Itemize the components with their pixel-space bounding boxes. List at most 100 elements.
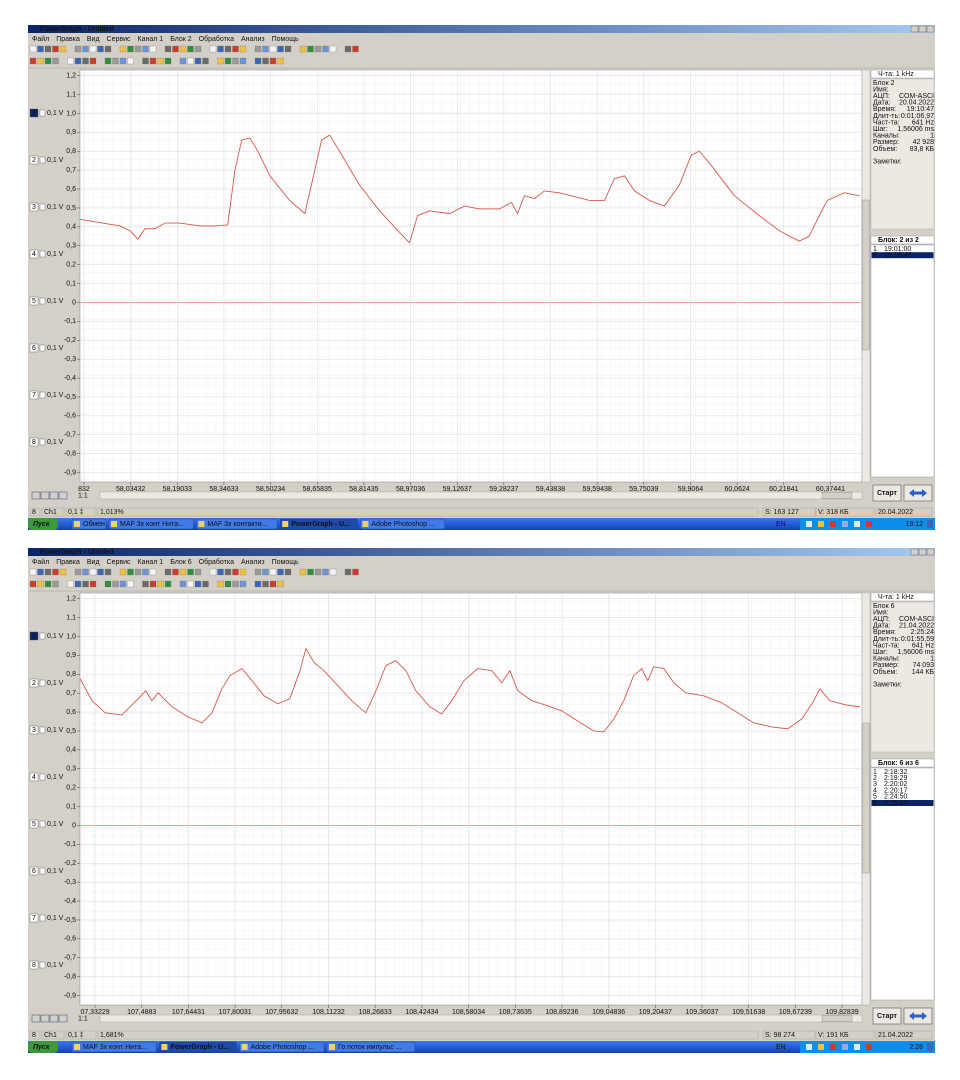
nav-button[interactable]	[58, 1014, 68, 1023]
blocks-header-box[interactable]	[870, 758, 935, 768]
window-button[interactable]	[918, 548, 927, 556]
toolbar-icon[interactable]	[59, 568, 67, 576]
toolbar-icon[interactable]	[172, 45, 179, 53]
nav-button[interactable]	[49, 1014, 59, 1023]
toolbar-icon[interactable]	[82, 57, 89, 65]
toolbar-icon[interactable]	[74, 580, 82, 588]
toolbar-icon[interactable]	[202, 580, 209, 588]
toolbar-icon[interactable]	[142, 568, 149, 576]
toolbar-icon[interactable]	[82, 45, 89, 53]
nav-button[interactable]	[31, 491, 41, 500]
channel-toggle[interactable]	[39, 914, 46, 922]
channel-toggle[interactable]	[39, 438, 46, 446]
channel-number-box[interactable]	[29, 725, 39, 735]
h-scrollbar[interactable]	[99, 1014, 863, 1023]
toolbar-icon[interactable]	[67, 57, 74, 65]
toolbar-icon[interactable]	[269, 580, 277, 588]
toolbar-icon[interactable]	[344, 45, 352, 53]
block-time[interactable]: 2:20:02	[884, 781, 907, 788]
tray-icon[interactable]	[866, 521, 872, 527]
toolbar-icon[interactable]	[314, 568, 322, 576]
channel-number-box[interactable]	[29, 437, 39, 447]
window-button[interactable]	[918, 25, 927, 33]
toolbar-icon[interactable]	[164, 568, 172, 576]
toolbar-icon[interactable]	[127, 45, 134, 53]
toolbar-icon[interactable]	[254, 580, 262, 588]
window-button[interactable]	[910, 25, 919, 33]
menu-item[interactable]: Блок 2	[170, 36, 192, 43]
channel-number-box[interactable]	[29, 819, 39, 829]
nav-button[interactable]	[40, 1014, 50, 1023]
toolbar-icon[interactable]	[112, 580, 119, 588]
channel-number-box[interactable]	[29, 631, 39, 641]
toolbar-icon[interactable]	[187, 57, 194, 65]
channel-toggle[interactable]	[39, 773, 46, 781]
nav-button[interactable]	[49, 491, 59, 500]
menu-item[interactable]: Вид	[87, 36, 100, 43]
tray-icon[interactable]	[818, 1044, 824, 1050]
channel-number-box[interactable]	[29, 155, 39, 165]
menu-item[interactable]: Файл	[32, 558, 49, 566]
menu-item[interactable]: Правка	[56, 36, 80, 43]
channel-number-box[interactable]	[29, 913, 39, 923]
toolbar-icon[interactable]	[89, 57, 97, 65]
toolbar-icon[interactable]	[74, 57, 82, 65]
toolbar-icon[interactable]	[104, 45, 112, 53]
tray-icon[interactable]	[830, 521, 836, 527]
tray-icon[interactable]	[806, 1044, 812, 1050]
block-number[interactable]: 2	[873, 775, 877, 782]
toolbar-icon[interactable]	[164, 57, 172, 65]
channel-number-box[interactable]	[29, 343, 39, 353]
toolbar-icon[interactable]	[254, 45, 262, 53]
toolbar-icon[interactable]	[52, 580, 59, 588]
menu-item[interactable]: Анализ	[241, 559, 265, 566]
toolbar-icon[interactable]	[149, 57, 157, 65]
show-desktop[interactable]	[927, 1043, 933, 1051]
toolbar-icon[interactable]	[232, 57, 239, 65]
toolbar-icon[interactable]	[52, 45, 59, 53]
task-button[interactable]	[108, 518, 194, 530]
task-button[interactable]	[326, 1041, 416, 1053]
nav-button[interactable]	[40, 491, 50, 500]
channel-toggle[interactable]	[39, 203, 46, 211]
toolbar-icon[interactable]	[187, 45, 194, 53]
toolbar-icon[interactable]	[239, 568, 247, 576]
start-button[interactable]	[872, 1007, 902, 1025]
toolbar-icon[interactable]	[352, 568, 359, 576]
toolbar-icon[interactable]	[44, 568, 52, 576]
toolbar-icon[interactable]	[82, 580, 89, 588]
tray-icon[interactable]	[866, 1044, 872, 1050]
toolbar-icon[interactable]	[134, 45, 142, 53]
menu-item[interactable]: Файл	[32, 35, 49, 43]
task-button[interactable]	[71, 518, 107, 530]
toolbar-icon[interactable]	[164, 580, 172, 588]
toolbar-icon[interactable]	[194, 57, 202, 65]
toolbar-icon[interactable]	[232, 580, 239, 588]
toolbar-icon[interactable]	[44, 580, 52, 588]
nav-button[interactable]	[58, 491, 68, 500]
channel-toggle[interactable]	[39, 344, 46, 352]
channel-number-box[interactable]	[29, 108, 39, 118]
show-desktop[interactable]	[927, 520, 933, 528]
toolbar-icon[interactable]	[82, 568, 89, 576]
toolbar-icon[interactable]	[217, 568, 224, 576]
menu-item[interactable]: Блок 6	[170, 559, 192, 566]
window-button[interactable]	[926, 25, 935, 33]
channel-toggle[interactable]	[39, 250, 46, 258]
toolbar-icon[interactable]	[104, 568, 112, 576]
toolbar-icon[interactable]	[179, 580, 187, 588]
toolbar-icon[interactable]	[322, 45, 329, 53]
toolbar-icon[interactable]	[52, 568, 59, 576]
toolbar-icon[interactable]	[262, 45, 269, 53]
tray-icon[interactable]	[830, 1044, 836, 1050]
tray-icon[interactable]	[854, 521, 860, 527]
menu-item[interactable]: Сервис	[107, 559, 131, 566]
toolbar-icon[interactable]	[119, 57, 127, 65]
h-scrollbar[interactable]	[99, 491, 863, 500]
channel-toggle[interactable]	[39, 156, 46, 164]
menu-item[interactable]: Обработка	[199, 35, 234, 43]
toolbar-icon[interactable]	[202, 57, 209, 65]
toolbar-icon[interactable]	[104, 580, 112, 588]
toolbar-icon[interactable]	[119, 45, 127, 53]
channel-toggle[interactable]	[39, 109, 46, 117]
